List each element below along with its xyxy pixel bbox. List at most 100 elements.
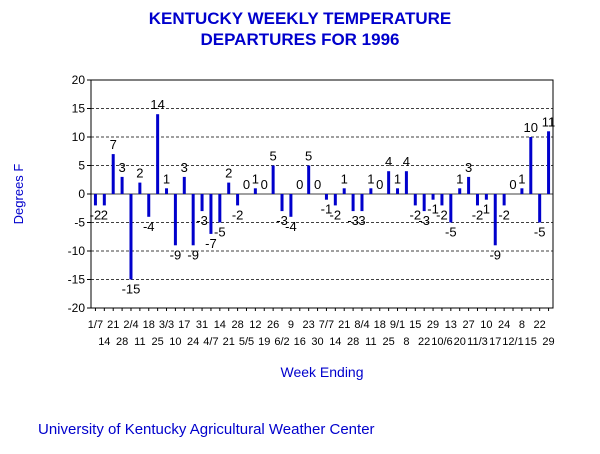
data-label: 0 [296,177,303,192]
data-label: -5 [214,225,226,240]
data-label: 1 [456,171,463,186]
x-tick-label: 17 [178,319,190,331]
bar [227,182,231,194]
data-label: -2 [232,207,244,222]
data-label: 0 [509,177,516,192]
x-tick-label: 18 [374,319,386,331]
x-tick-label: 13 [445,319,457,331]
data-label: 0 [261,177,268,192]
data-label: 5 [270,149,277,164]
bar [431,194,435,200]
x-tick-label: 28 [231,319,243,331]
bar [218,194,222,223]
bar [547,131,551,194]
data-label: 1 [341,171,348,186]
x-tick-label: 12/1 [502,336,523,348]
y-axis-label: Degrees F [11,164,26,225]
y-tick-label: 20 [72,73,86,87]
data-label: 14 [150,97,164,112]
x-tick-label: 5/5 [239,336,254,348]
data-label: -9 [170,247,182,262]
x-tick-label: 16 [294,336,306,348]
data-label: -5 [534,225,546,240]
x-tick-label: 26 [267,319,279,331]
data-label: -2 [498,207,510,222]
bar [147,194,151,217]
data-label: 4 [385,154,392,169]
y-tick-label: 10 [72,130,86,144]
x-tick-label: 6/2 [274,336,289,348]
bar [156,114,160,194]
data-label: 1 [483,202,490,217]
data-label: -1 [427,202,439,217]
bar [307,165,311,194]
bar [271,165,275,194]
data-label: 1 [518,171,525,186]
bar [475,194,479,206]
bar [333,194,337,206]
data-label: 3 [118,160,125,175]
y-tick-label: -10 [68,244,86,258]
bar [493,194,497,246]
y-tick-label: 0 [78,187,85,201]
bar [484,194,488,200]
x-tick-label: 8 [519,319,525,331]
bar [253,188,257,194]
chart-title-line-1: KENTUCKY WEEKLY TEMPERATURE [148,9,452,28]
bar [93,194,97,206]
bar [422,194,426,212]
y-tick-label: 5 [78,159,85,173]
bar [360,194,364,212]
bar [173,194,177,246]
bar [529,137,533,194]
x-tick-label: 14 [214,319,226,331]
footer-credit: University of Kentucky Agricultural Weat… [38,421,375,438]
x-tick-label: 10/6 [431,336,452,348]
x-tick-label: 3/3 [159,319,174,331]
data-label: -3 [196,213,208,228]
data-label: -4 [285,219,297,234]
bar [387,171,391,194]
data-label: 2 [101,207,108,222]
data-label: -2 [436,207,448,222]
data-label: -2 [330,207,342,222]
x-tick-label: 9/1 [390,319,405,331]
bar [440,194,444,206]
data-label: -9 [489,247,501,262]
bar [209,194,213,234]
y-tick-label: -15 [68,273,86,287]
bar [165,188,169,194]
y-tick-label: 15 [72,102,86,116]
bar [191,194,195,246]
x-tick-label: 14 [329,336,341,348]
data-label: 11 [542,114,556,129]
bar [236,194,240,206]
x-tick-label: 7/7 [319,319,334,331]
x-tick-label: 17 [489,336,501,348]
data-label: 2 [136,166,143,181]
bar [502,194,506,206]
x-tick-label: 20 [454,336,466,348]
x-tick-label: 29 [542,336,554,348]
x-tick-label: 14 [98,336,110,348]
bar [129,194,133,280]
x-tick-label: 29 [427,319,439,331]
chart-title-line-2: DEPARTURES FOR 1996 [200,30,400,49]
data-label: 4 [403,154,410,169]
data-label: 3 [358,213,365,228]
data-label: -9 [187,247,199,262]
data-label: -5 [445,225,457,240]
data-label: -3 [276,213,288,228]
bar [396,188,400,194]
bar [404,171,408,194]
bar [449,194,453,223]
data-label: 7 [110,137,117,152]
data-label: 0 [314,177,321,192]
bar [138,182,142,194]
bar [467,176,471,194]
data-label: -4 [143,219,155,234]
data-label: 2 [225,166,232,181]
bar [324,194,328,200]
x-tick-label: 15 [525,336,537,348]
bar [200,194,204,212]
